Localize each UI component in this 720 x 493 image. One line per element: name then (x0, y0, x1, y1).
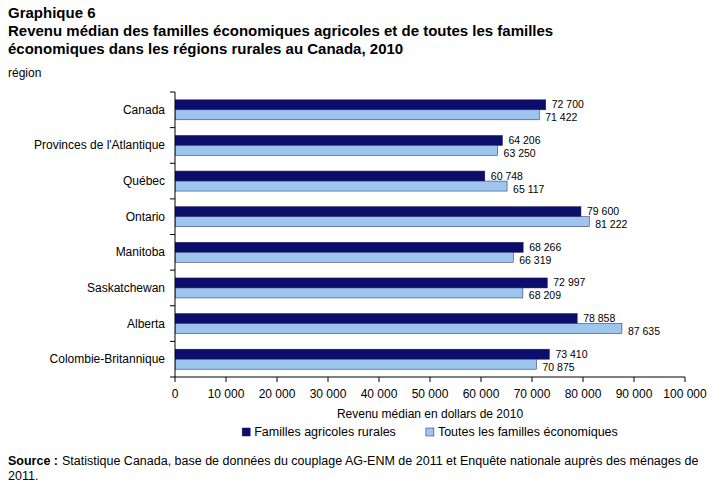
y-axis-label: région (8, 66, 41, 80)
bar (175, 145, 498, 155)
category-separator-tick (170, 127, 175, 128)
bar (175, 207, 581, 217)
x-tick-label: 20 000 (259, 387, 296, 401)
x-tick (379, 377, 380, 382)
bar (175, 135, 502, 145)
x-tick-label: 0 (172, 387, 179, 401)
x-tick-label: 40 000 (361, 387, 398, 401)
x-tick (277, 377, 278, 382)
category-label: Québec (123, 174, 165, 188)
data-label: 70 875 (542, 361, 574, 373)
data-label: 64 206 (508, 134, 540, 146)
data-label: 78 858 (583, 312, 615, 324)
data-label: 68 209 (529, 289, 561, 301)
legend-item: Familles agricoles rurales (242, 425, 396, 439)
source-text: Statistique Canada, base de données du c… (8, 454, 698, 483)
category-separator-tick (170, 270, 175, 271)
category-label: Canada (123, 103, 165, 117)
bar (175, 278, 547, 288)
data-label: 72 700 (552, 98, 584, 110)
x-tick-label: 70 000 (514, 387, 551, 401)
bars (175, 100, 622, 369)
data-label: 79 600 (587, 205, 619, 217)
legend-swatch (242, 428, 250, 436)
category-label: Manitoba (116, 245, 166, 259)
legend-label: Familles agricoles rurales (254, 425, 396, 439)
bar (175, 217, 589, 227)
x-tick-label: 50 000 (412, 387, 449, 401)
data-label: 71 422 (545, 111, 577, 123)
x-axis-label: Revenu médian en dollars de 2010 (337, 407, 523, 421)
source-note: Source :Statistique Canada, base de donn… (8, 454, 708, 484)
bar (175, 349, 549, 359)
x-tick (175, 377, 176, 382)
bar (175, 242, 523, 252)
category-label: Ontario (126, 210, 166, 224)
bar (175, 181, 507, 191)
x-tick (481, 377, 482, 382)
x-tick-label: 80 000 (565, 387, 602, 401)
category-separator-tick (170, 163, 175, 164)
data-labels: 72 700 64 206 60 748 79 600 68 266 72 997 78 8… (491, 98, 660, 372)
category-separator-tick (170, 198, 175, 199)
data-label: 60 748 (491, 170, 523, 182)
category-label: Saskatchewan (87, 281, 165, 295)
bar (175, 252, 513, 262)
category-separator-tick (170, 305, 175, 306)
bar (175, 100, 546, 110)
data-label: 66 319 (519, 254, 551, 266)
data-label: 68 266 (529, 241, 561, 253)
x-tick (583, 377, 584, 382)
x-tick (430, 377, 431, 382)
data-label: 63 250 (504, 147, 536, 159)
legend-swatch (426, 428, 434, 436)
bar (175, 359, 536, 369)
data-label: 87 635 (628, 325, 660, 337)
bar (175, 110, 539, 120)
figure-label: Graphique 6 (8, 4, 96, 22)
bar (175, 314, 577, 324)
data-label: 72 997 (553, 276, 585, 288)
data-label: 81 222 (595, 218, 627, 230)
category-label: Alberta (127, 317, 165, 331)
data-label: 65 117 (513, 183, 544, 195)
bar (175, 324, 622, 334)
legend: Familles agricoles rurales Toutes les fam… (242, 425, 618, 439)
x-tick (685, 377, 686, 382)
category-separator-tick (170, 377, 175, 378)
bar (175, 288, 523, 298)
x-tick-label: 100 000 (663, 387, 707, 401)
category-label: Colombie-Britannique (50, 352, 166, 366)
x-tick (634, 377, 635, 382)
title: Revenu médian des familles économiques a… (8, 22, 568, 58)
legend-item: Toutes les familles économiques (426, 425, 618, 439)
chart: 72 700 64 206 60 748 79 600 68 266 72 997 78 8… (0, 0, 720, 493)
x-tick (328, 377, 329, 382)
x-tick (532, 377, 533, 382)
category-separator-tick (170, 234, 175, 235)
bar (175, 171, 485, 181)
source-label: Source : (8, 454, 58, 468)
x-tick-label: 60 000 (463, 387, 500, 401)
category-label: Provinces de l'Atlantique (34, 138, 165, 152)
x-tick (226, 377, 227, 382)
legend-label: Toutes les familles économiques (438, 425, 618, 439)
x-tick-label: 90 000 (616, 387, 653, 401)
category-separator-tick (170, 341, 175, 342)
x-tick-label: 10 000 (208, 387, 245, 401)
category-separator-tick (170, 92, 175, 93)
data-label: 73 410 (555, 348, 587, 360)
x-tick-label: 30 000 (310, 387, 347, 401)
